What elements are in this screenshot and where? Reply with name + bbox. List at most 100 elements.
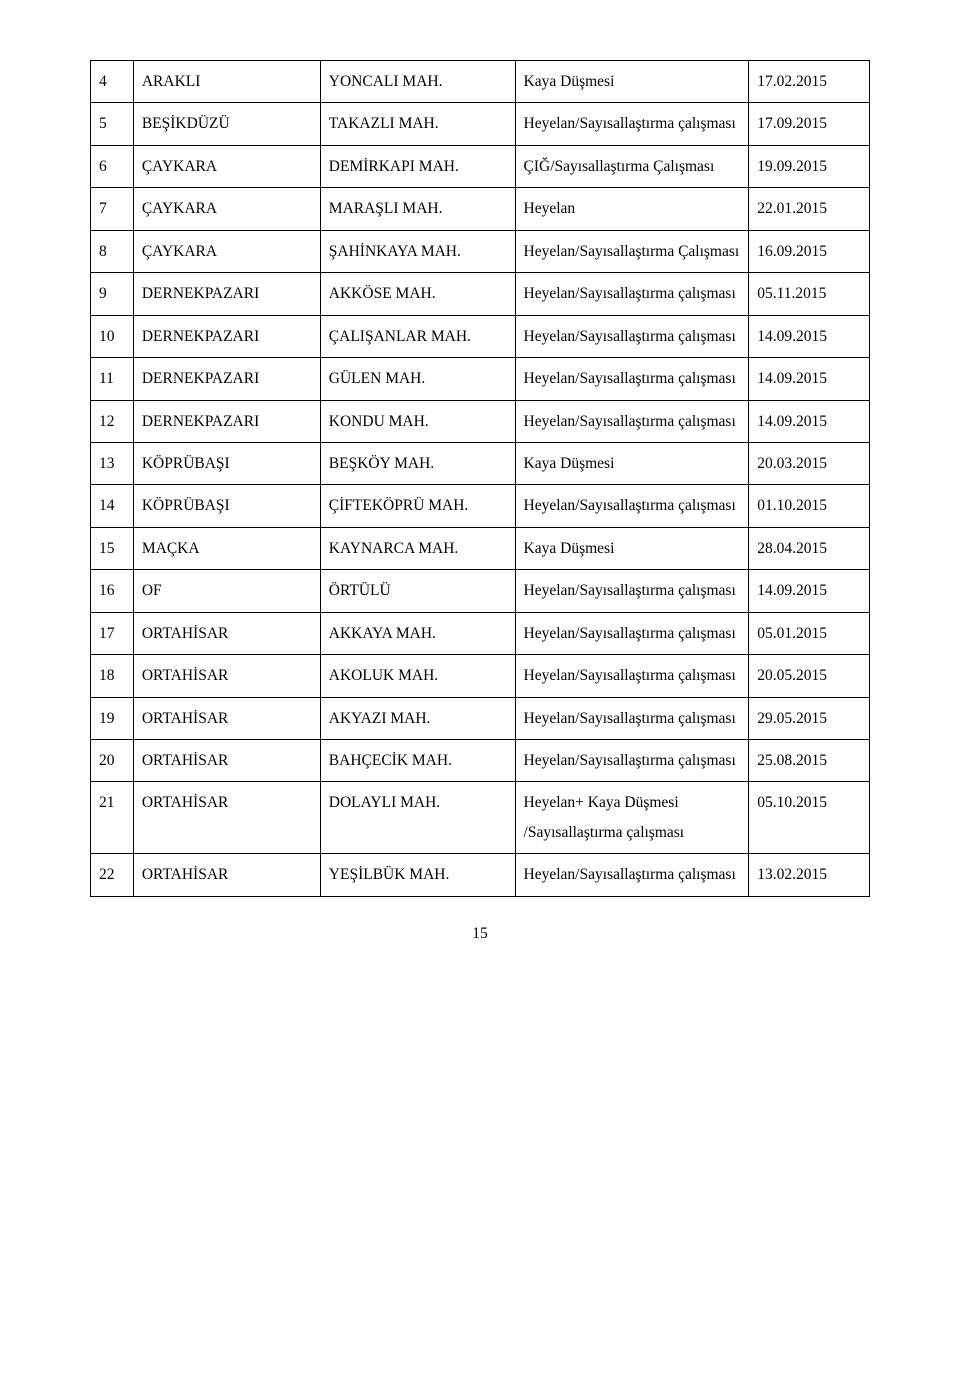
cell-no: 11	[91, 358, 134, 400]
cell-event: Heyelan/Sayısallaştırma çalışması	[515, 697, 749, 739]
cell-no: 19	[91, 697, 134, 739]
table-row: 12DERNEKPAZARIKONDU MAH.Heyelan/Sayısall…	[91, 400, 870, 442]
cell-event: Heyelan/Sayısallaştırma çalışması	[515, 854, 749, 896]
cell-mah: KAYNARCA MAH.	[320, 527, 515, 569]
cell-no: 13	[91, 442, 134, 484]
cell-loc: ORTAHİSAR	[133, 697, 320, 739]
cell-no: 10	[91, 315, 134, 357]
cell-mah: GÜLEN MAH.	[320, 358, 515, 400]
cell-no: 9	[91, 273, 134, 315]
cell-date: 28.04.2015	[749, 527, 870, 569]
cell-date: 22.01.2015	[749, 188, 870, 230]
cell-date: 19.09.2015	[749, 145, 870, 187]
data-table: 4ARAKLIYONCALI MAH.Kaya Düşmesi17.02.201…	[90, 60, 870, 897]
cell-mah: DOLAYLI MAH.	[320, 782, 515, 854]
cell-event: Heyelan/Sayısallaştırma çalışması	[515, 612, 749, 654]
cell-mah: KONDU MAH.	[320, 400, 515, 442]
cell-date: 01.10.2015	[749, 485, 870, 527]
cell-no: 21	[91, 782, 134, 854]
table-row: 10DERNEKPAZARIÇALIŞANLAR MAH.Heyelan/Say…	[91, 315, 870, 357]
cell-loc: ÇAYKARA	[133, 188, 320, 230]
cell-loc: ORTAHİSAR	[133, 612, 320, 654]
cell-loc: ORTAHİSAR	[133, 740, 320, 782]
cell-event: Heyelan/Sayısallaştırma çalışması	[515, 358, 749, 400]
table-row: 13KÖPRÜBAŞIBEŞKÖY MAH.Kaya Düşmesi20.03.…	[91, 442, 870, 484]
cell-mah: ŞAHİNKAYA MAH.	[320, 230, 515, 272]
table-row: 11DERNEKPAZARIGÜLEN MAH.Heyelan/Sayısall…	[91, 358, 870, 400]
cell-no: 4	[91, 61, 134, 103]
cell-loc: MAÇKA	[133, 527, 320, 569]
table-row: 22ORTAHİSARYEŞİLBÜK MAH.Heyelan/Sayısall…	[91, 854, 870, 896]
cell-date: 29.05.2015	[749, 697, 870, 739]
cell-mah: YONCALI MAH.	[320, 61, 515, 103]
table-row: 9DERNEKPAZARIAKKÖSE MAH.Heyelan/Sayısall…	[91, 273, 870, 315]
cell-event: Heyelan/Sayısallaştırma çalışması	[515, 273, 749, 315]
cell-loc: ORTAHİSAR	[133, 782, 320, 854]
cell-loc: KÖPRÜBAŞI	[133, 442, 320, 484]
table-row: 8ÇAYKARAŞAHİNKAYA MAH.Heyelan/Sayısallaş…	[91, 230, 870, 272]
cell-mah: DEMİRKAPI MAH.	[320, 145, 515, 187]
cell-date: 05.01.2015	[749, 612, 870, 654]
table-row: 4ARAKLIYONCALI MAH.Kaya Düşmesi17.02.201…	[91, 61, 870, 103]
cell-date: 13.02.2015	[749, 854, 870, 896]
cell-mah: MARAŞLI MAH.	[320, 188, 515, 230]
cell-date: 14.09.2015	[749, 358, 870, 400]
cell-event: Heyelan/Sayısallaştırma çalışması	[515, 485, 749, 527]
cell-event: Heyelan/Sayısallaştırma çalışması	[515, 103, 749, 145]
cell-date: 16.09.2015	[749, 230, 870, 272]
cell-no: 6	[91, 145, 134, 187]
cell-date: 14.09.2015	[749, 315, 870, 357]
cell-loc: DERNEKPAZARI	[133, 273, 320, 315]
cell-loc: ÇAYKARA	[133, 230, 320, 272]
cell-no: 5	[91, 103, 134, 145]
cell-date: 05.11.2015	[749, 273, 870, 315]
cell-mah: BAHÇECİK MAH.	[320, 740, 515, 782]
cell-date: 14.09.2015	[749, 570, 870, 612]
cell-date: 20.05.2015	[749, 655, 870, 697]
cell-event: Heyelan/Sayısallaştırma çalışması	[515, 315, 749, 357]
cell-loc: ÇAYKARA	[133, 145, 320, 187]
cell-date: 17.09.2015	[749, 103, 870, 145]
cell-event: Heyelan/Sayısallaştırma Çalışması	[515, 230, 749, 272]
cell-no: 14	[91, 485, 134, 527]
cell-loc: OF	[133, 570, 320, 612]
cell-date: 14.09.2015	[749, 400, 870, 442]
cell-event: Heyelan+ Kaya Düşmesi /Sayısallaştırma ç…	[515, 782, 749, 854]
cell-no: 18	[91, 655, 134, 697]
table-row: 15MAÇKAKAYNARCA MAH.Kaya Düşmesi28.04.20…	[91, 527, 870, 569]
table-row: 19ORTAHİSARAKYAZI MAH.Heyelan/Sayısallaş…	[91, 697, 870, 739]
cell-event: ÇIĞ/Sayısallaştırma Çalışması	[515, 145, 749, 187]
cell-event: Heyelan/Sayısallaştırma çalışması	[515, 740, 749, 782]
cell-no: 15	[91, 527, 134, 569]
cell-loc: BEŞİKDÜZÜ	[133, 103, 320, 145]
cell-event: Heyelan/Sayısallaştırma çalışması	[515, 655, 749, 697]
cell-mah: ÖRTÜLÜ	[320, 570, 515, 612]
cell-mah: AKKÖSE MAH.	[320, 273, 515, 315]
cell-no: 20	[91, 740, 134, 782]
cell-event: Kaya Düşmesi	[515, 527, 749, 569]
cell-mah: AKYAZI MAH.	[320, 697, 515, 739]
cell-event: Kaya Düşmesi	[515, 61, 749, 103]
cell-mah: AKOLUK MAH.	[320, 655, 515, 697]
cell-date: 25.08.2015	[749, 740, 870, 782]
page-number: 15	[90, 925, 870, 943]
table-row: 16OFÖRTÜLÜHeyelan/Sayısallaştırma çalışm…	[91, 570, 870, 612]
cell-no: 16	[91, 570, 134, 612]
table-row: 18ORTAHİSARAKOLUK MAH.Heyelan/Sayısallaş…	[91, 655, 870, 697]
table-row: 17ORTAHİSARAKKAYA MAH.Heyelan/Sayısallaş…	[91, 612, 870, 654]
table-row: 14KÖPRÜBAŞIÇİFTEKÖPRÜ MAH.Heyelan/Sayısa…	[91, 485, 870, 527]
table-row: 6ÇAYKARADEMİRKAPI MAH.ÇIĞ/Sayısallaştırm…	[91, 145, 870, 187]
cell-loc: KÖPRÜBAŞI	[133, 485, 320, 527]
table-row: 20ORTAHİSARBAHÇECİK MAH.Heyelan/Sayısall…	[91, 740, 870, 782]
cell-loc: ORTAHİSAR	[133, 854, 320, 896]
table-row: 21ORTAHİSARDOLAYLI MAH.Heyelan+ Kaya Düş…	[91, 782, 870, 854]
cell-no: 17	[91, 612, 134, 654]
table-body: 4ARAKLIYONCALI MAH.Kaya Düşmesi17.02.201…	[91, 61, 870, 897]
cell-no: 12	[91, 400, 134, 442]
cell-no: 8	[91, 230, 134, 272]
cell-event: Heyelan/Sayısallaştırma çalışması	[515, 570, 749, 612]
cell-mah: YEŞİLBÜK MAH.	[320, 854, 515, 896]
table-row: 7ÇAYKARAMARAŞLI MAH.Heyelan22.01.2015	[91, 188, 870, 230]
cell-mah: TAKAZLI MAH.	[320, 103, 515, 145]
cell-loc: ORTAHİSAR	[133, 655, 320, 697]
